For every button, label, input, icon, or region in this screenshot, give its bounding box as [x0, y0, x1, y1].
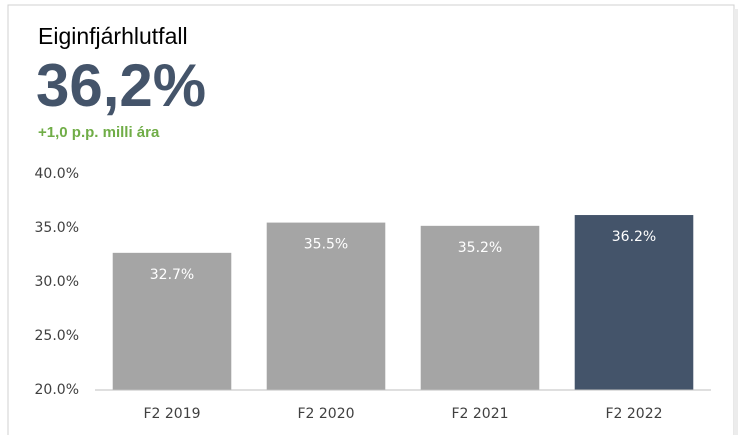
- bar: [112, 252, 232, 390]
- y-tick-label: 35.0%: [35, 220, 79, 236]
- value-label: 35.2%: [458, 240, 502, 256]
- value-label: 32.7%: [150, 267, 194, 283]
- y-tick-label: 20.0%: [35, 382, 79, 398]
- x-tick-label: F2 2019: [143, 406, 200, 422]
- y-tick-label: 40.0%: [35, 166, 79, 182]
- kpi-value: 36,2%: [36, 52, 206, 119]
- x-tick-label: F2 2022: [605, 406, 662, 422]
- x-tick-label: F2 2021: [451, 406, 508, 422]
- kpi-change: +1,0 p.p. milli ára: [38, 124, 160, 141]
- bar: [574, 215, 694, 390]
- y-tick-label: 25.0%: [35, 328, 79, 344]
- bar: [266, 222, 386, 390]
- x-tick-label: F2 2020: [297, 406, 354, 422]
- bar: [420, 225, 540, 390]
- value-label: 36.2%: [612, 229, 656, 245]
- chart-title: Eiginfjárhlutfall: [38, 23, 188, 49]
- y-tick-label: 30.0%: [35, 274, 79, 290]
- value-label: 35.5%: [304, 237, 348, 253]
- card-shadow: [734, 9, 738, 435]
